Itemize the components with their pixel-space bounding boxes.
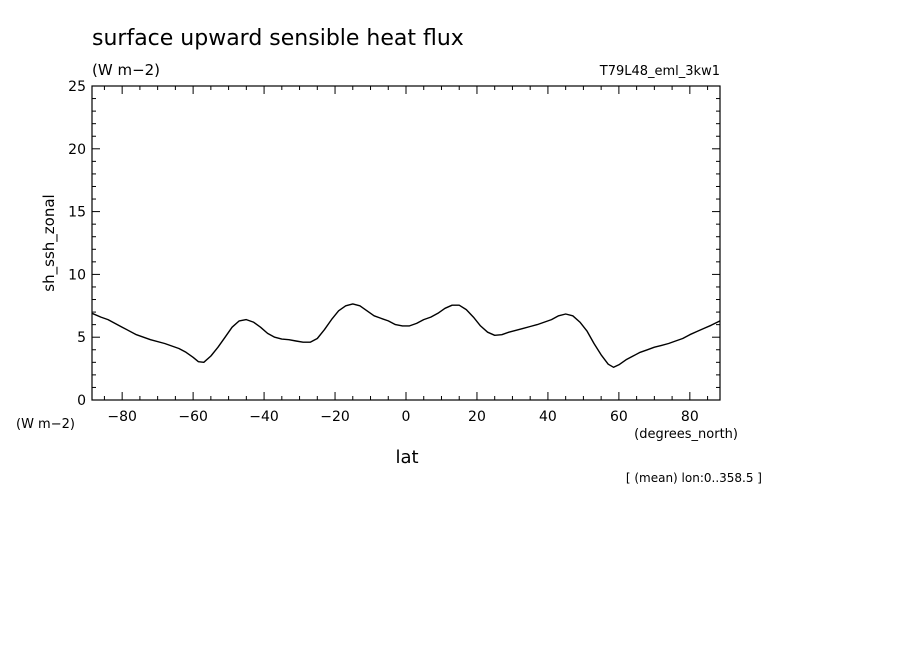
footnote: [ (mean) lon:0..358.5 ] bbox=[626, 471, 762, 485]
x-tick-label: −20 bbox=[320, 409, 350, 425]
x-tick-label: −80 bbox=[107, 409, 137, 425]
y-tick-label: 20 bbox=[68, 142, 86, 158]
x-tick-label: 40 bbox=[539, 409, 557, 425]
y-tick-label: 5 bbox=[77, 330, 86, 346]
run-label: T79L48_eml_3kw1 bbox=[599, 64, 720, 79]
tick-labels: −80 −60 −40 −20 0 20 40 60 80 0 5 10 15 20 25 bbox=[68, 79, 699, 425]
chart-title: surface upward sensible heat flux bbox=[92, 26, 464, 51]
x-tick-label: 80 bbox=[681, 409, 699, 425]
chart-units: (W m−2) bbox=[92, 61, 160, 79]
x-tick-label: 60 bbox=[610, 409, 628, 425]
axis-ticks bbox=[92, 86, 720, 400]
x-tick-label: 0 bbox=[402, 409, 411, 425]
x-tick-label: −60 bbox=[178, 409, 208, 425]
y-tick-label: 15 bbox=[68, 205, 86, 221]
x-tick-label: 20 bbox=[468, 409, 486, 425]
y-tick-label: 25 bbox=[68, 79, 86, 95]
series-line bbox=[91, 303, 721, 368]
y-axis-label: sh_ssh_zonal bbox=[40, 194, 59, 291]
plot-frame bbox=[91, 85, 721, 401]
y-axis-units: (W m−2) bbox=[16, 417, 75, 432]
y-tick-label: 10 bbox=[68, 267, 86, 283]
x-axis-label: lat bbox=[395, 447, 418, 468]
x-axis-units: (degrees_north) bbox=[634, 427, 738, 442]
y-tick-label: 0 bbox=[77, 393, 86, 409]
x-tick-label: −40 bbox=[249, 409, 279, 425]
